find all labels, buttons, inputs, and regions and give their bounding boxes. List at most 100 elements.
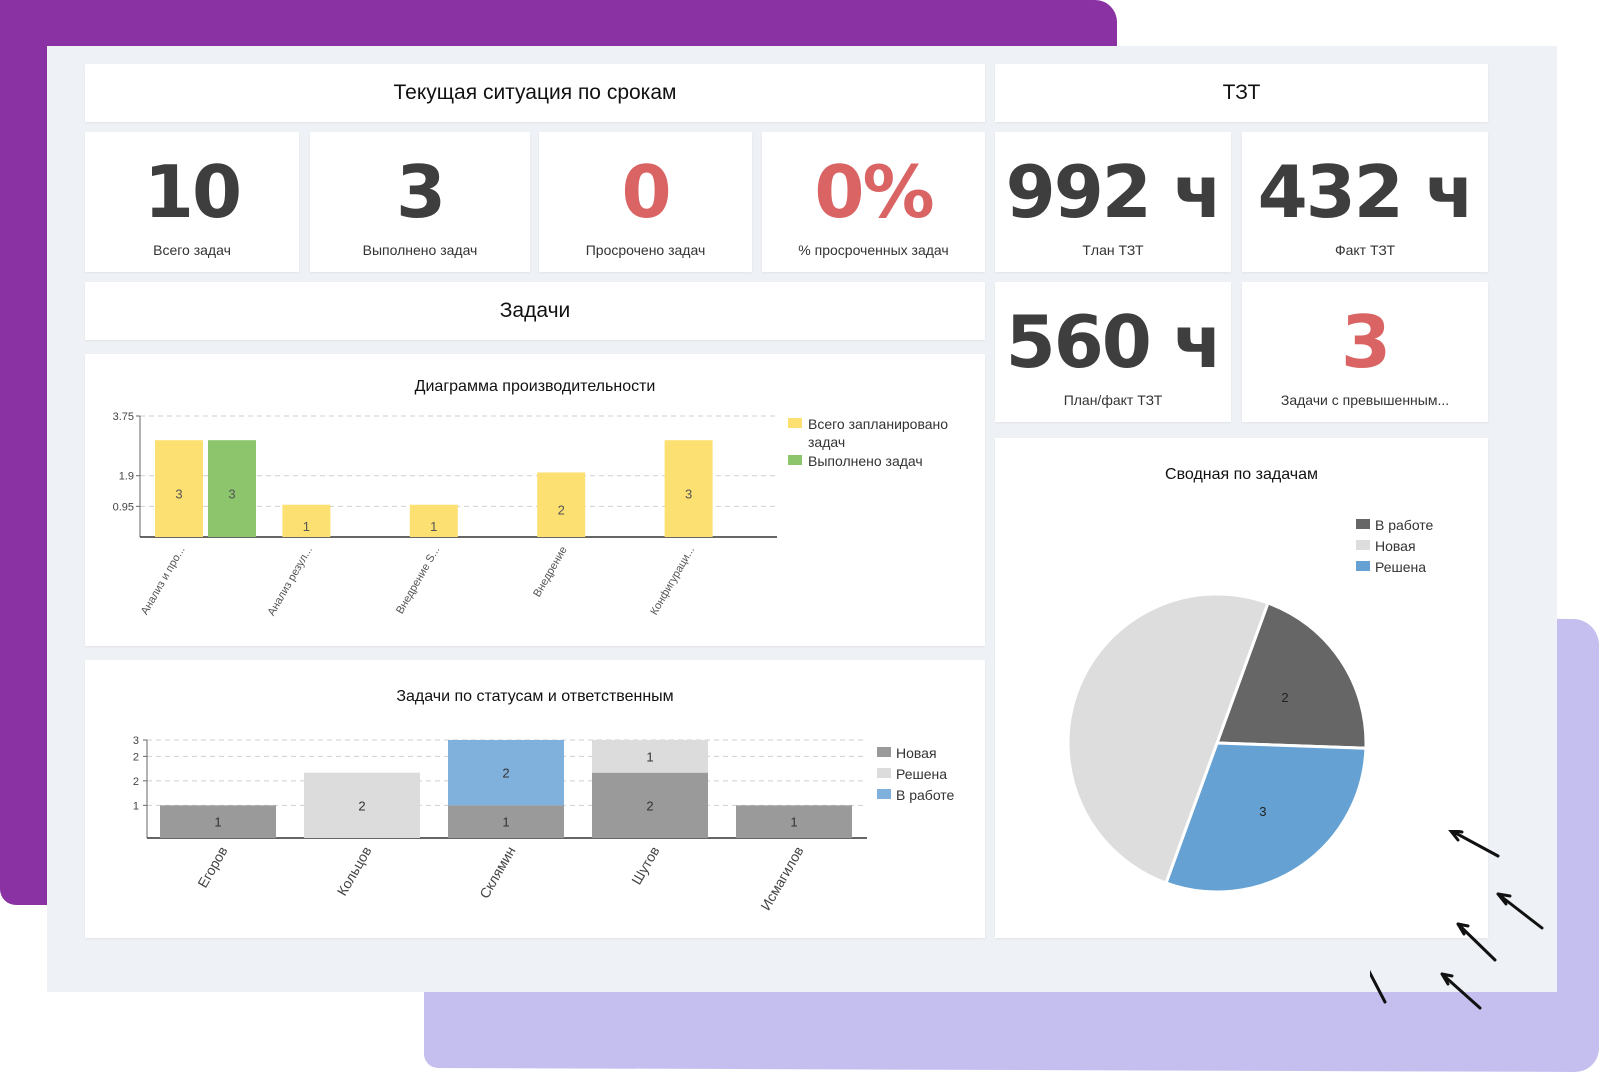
kpi-card-overdue-percent[interactable]: 0% % просроченных задач — [762, 132, 985, 272]
bar-segment — [448, 740, 564, 806]
legend-swatch — [877, 768, 891, 778]
pie-slice — [1214, 601, 1368, 750]
x-tick-label: Егоров — [194, 844, 230, 891]
legend-swatch — [1356, 519, 1370, 529]
bar-value-label: 2 — [358, 798, 365, 813]
performance-chart-card: Диаграмма производительности 0.95 1.9 3.75… — [85, 354, 985, 646]
legend-label: Решена — [1375, 559, 1426, 575]
pie-slice-label: 3 — [1259, 804, 1266, 819]
kpi-card-total-tasks[interactable]: 10 Всего задач — [85, 132, 299, 272]
x-tick-label: Внедрение — [531, 545, 570, 600]
bar-value-label: 2 — [502, 766, 509, 781]
chart-title: Диаграмма производительности — [414, 378, 656, 395]
legend-swatch — [788, 455, 802, 465]
kpi-label: Просрочено задач — [585, 242, 706, 258]
bar-value-label: 1 — [790, 815, 797, 830]
kpi-card-plan-tzt[interactable]: 992 ч Tлан ТЗТ — [995, 132, 1231, 272]
summary-pie-chart: 2 3 В работе Новая Решена — [1066, 517, 1434, 894]
section-title: Текущая ситуация по срокам — [393, 81, 677, 104]
kpi-label: План/факт ТЗТ — [1063, 392, 1163, 408]
legend-label: В работе — [1375, 517, 1434, 533]
kpi-value: 992 ч — [1005, 150, 1223, 234]
kpi-card-overdue-tasks[interactable]: 0 Просрочено задач — [539, 132, 752, 272]
legend-label: Всего запланировано — [808, 416, 948, 432]
legend-swatch — [1356, 561, 1370, 571]
kpi-value: 3 — [395, 150, 446, 234]
bar-value-label: 3 — [685, 487, 692, 502]
status-chart: 1 2 2 3 1 Егоров 2 Кольцов 1 2 Склямин 2 1 Шутов 1 Исма… — [133, 735, 955, 913]
kpi-value: 560 ч — [1005, 300, 1223, 384]
kpi-label: Tлан ТЗТ — [1082, 242, 1144, 258]
section-title: Задачи — [499, 299, 571, 322]
bar-value-label: 1 — [430, 519, 437, 534]
bar — [409, 504, 458, 537]
bar — [208, 440, 256, 537]
legend-label: Выполнено задач — [808, 453, 923, 469]
kpi-card-fact-tzt[interactable]: 432 ч Факт ТЗТ — [1242, 132, 1488, 272]
kpi-card-plan-fact-tzt[interactable]: 560 ч План/факт ТЗТ — [995, 282, 1231, 422]
chart-title: Сводная по задачам — [1165, 466, 1318, 483]
x-tick-label: Конфигураци... — [648, 545, 697, 618]
kpi-label: % просроченных задач — [798, 242, 949, 258]
kpi-value: 10 — [143, 150, 242, 234]
kpi-label: Всего задач — [153, 242, 231, 258]
x-tick-label: Кольцов — [334, 844, 375, 899]
y-tick-label: 3 — [133, 735, 139, 747]
legend-label: Решена — [896, 766, 947, 782]
x-tick-label: Анализ и про... — [139, 545, 188, 617]
summary-pie-card: Сводная по задачам 2 3 В работе Новая Решена — [995, 438, 1488, 938]
bar-value-label: 3 — [175, 487, 182, 502]
pie-slice — [1164, 741, 1368, 894]
kpi-label: Факт ТЗТ — [1334, 242, 1396, 258]
bar-value-label: 2 — [646, 798, 653, 813]
section-header-tasks: Задачи — [85, 282, 985, 340]
y-tick-label: 0.95 — [113, 501, 134, 513]
y-tick-label: 2 — [133, 751, 139, 763]
legend-swatch — [1356, 540, 1370, 550]
kpi-label: Выполнено задач — [362, 242, 478, 258]
legend-swatch — [877, 789, 891, 799]
pie-slice-label: 2 — [1281, 690, 1288, 705]
y-tick-label: 1.9 — [119, 471, 134, 483]
section-title: ТЗТ — [1222, 81, 1261, 104]
status-chart-card: Задачи по статусам и ответственным 1 2 2 3 1… — [85, 660, 985, 938]
x-tick-label: Исмагилов — [757, 844, 806, 913]
legend-label: Новая — [896, 745, 937, 761]
bar-segment — [304, 772, 420, 838]
legend-label: задач — [808, 434, 845, 450]
bar-value-label: 1 — [303, 519, 310, 534]
dashboard-panel: Текущая ситуация по срокам ТЗТ 10 Всего … — [47, 46, 1557, 992]
kpi-value: 0% — [814, 150, 934, 234]
kpi-value: 3 — [1340, 300, 1391, 384]
kpi-card-exceeded-tasks[interactable]: 3 Задачи с превышенным... — [1242, 282, 1488, 422]
bar-value-label: 2 — [558, 503, 565, 518]
bar-segment — [448, 805, 564, 838]
bar-value-label: 1 — [214, 815, 221, 830]
y-tick-label: 1 — [133, 800, 139, 812]
bar-value-label: 1 — [502, 815, 509, 830]
legend-label: В работе — [896, 787, 955, 803]
section-header-tzt: ТЗТ — [995, 64, 1488, 122]
section-header-deadlines: Текущая ситуация по срокам — [85, 64, 985, 122]
bar-value-label: 1 — [646, 749, 653, 764]
bar — [155, 440, 203, 537]
bar — [282, 504, 331, 537]
bar — [537, 472, 586, 537]
bar-value-label: 3 — [228, 487, 235, 502]
pie-slice — [1066, 592, 1270, 885]
legend-swatch — [877, 747, 891, 757]
bar-segment — [592, 772, 708, 838]
chart-title: Задачи по статусам и ответственным — [396, 688, 674, 705]
bar-segment — [592, 740, 708, 773]
y-tick-label: 2 — [133, 776, 139, 788]
bar-segment — [160, 805, 276, 838]
kpi-card-done-tasks[interactable]: 3 Выполнено задач — [310, 132, 530, 272]
bar-segment — [736, 805, 852, 838]
kpi-value: 432 ч — [1257, 150, 1475, 234]
kpi-label: Задачи с превышенным... — [1280, 392, 1450, 408]
legend-swatch — [788, 418, 802, 428]
bar — [664, 440, 713, 537]
performance-chart: 0.95 1.9 3.75 3 3 Анализ и про... 1 Анализ резу… — [113, 411, 949, 619]
x-tick-label: Шутов — [628, 844, 663, 888]
x-tick-label: Анализ резул... — [266, 545, 315, 619]
